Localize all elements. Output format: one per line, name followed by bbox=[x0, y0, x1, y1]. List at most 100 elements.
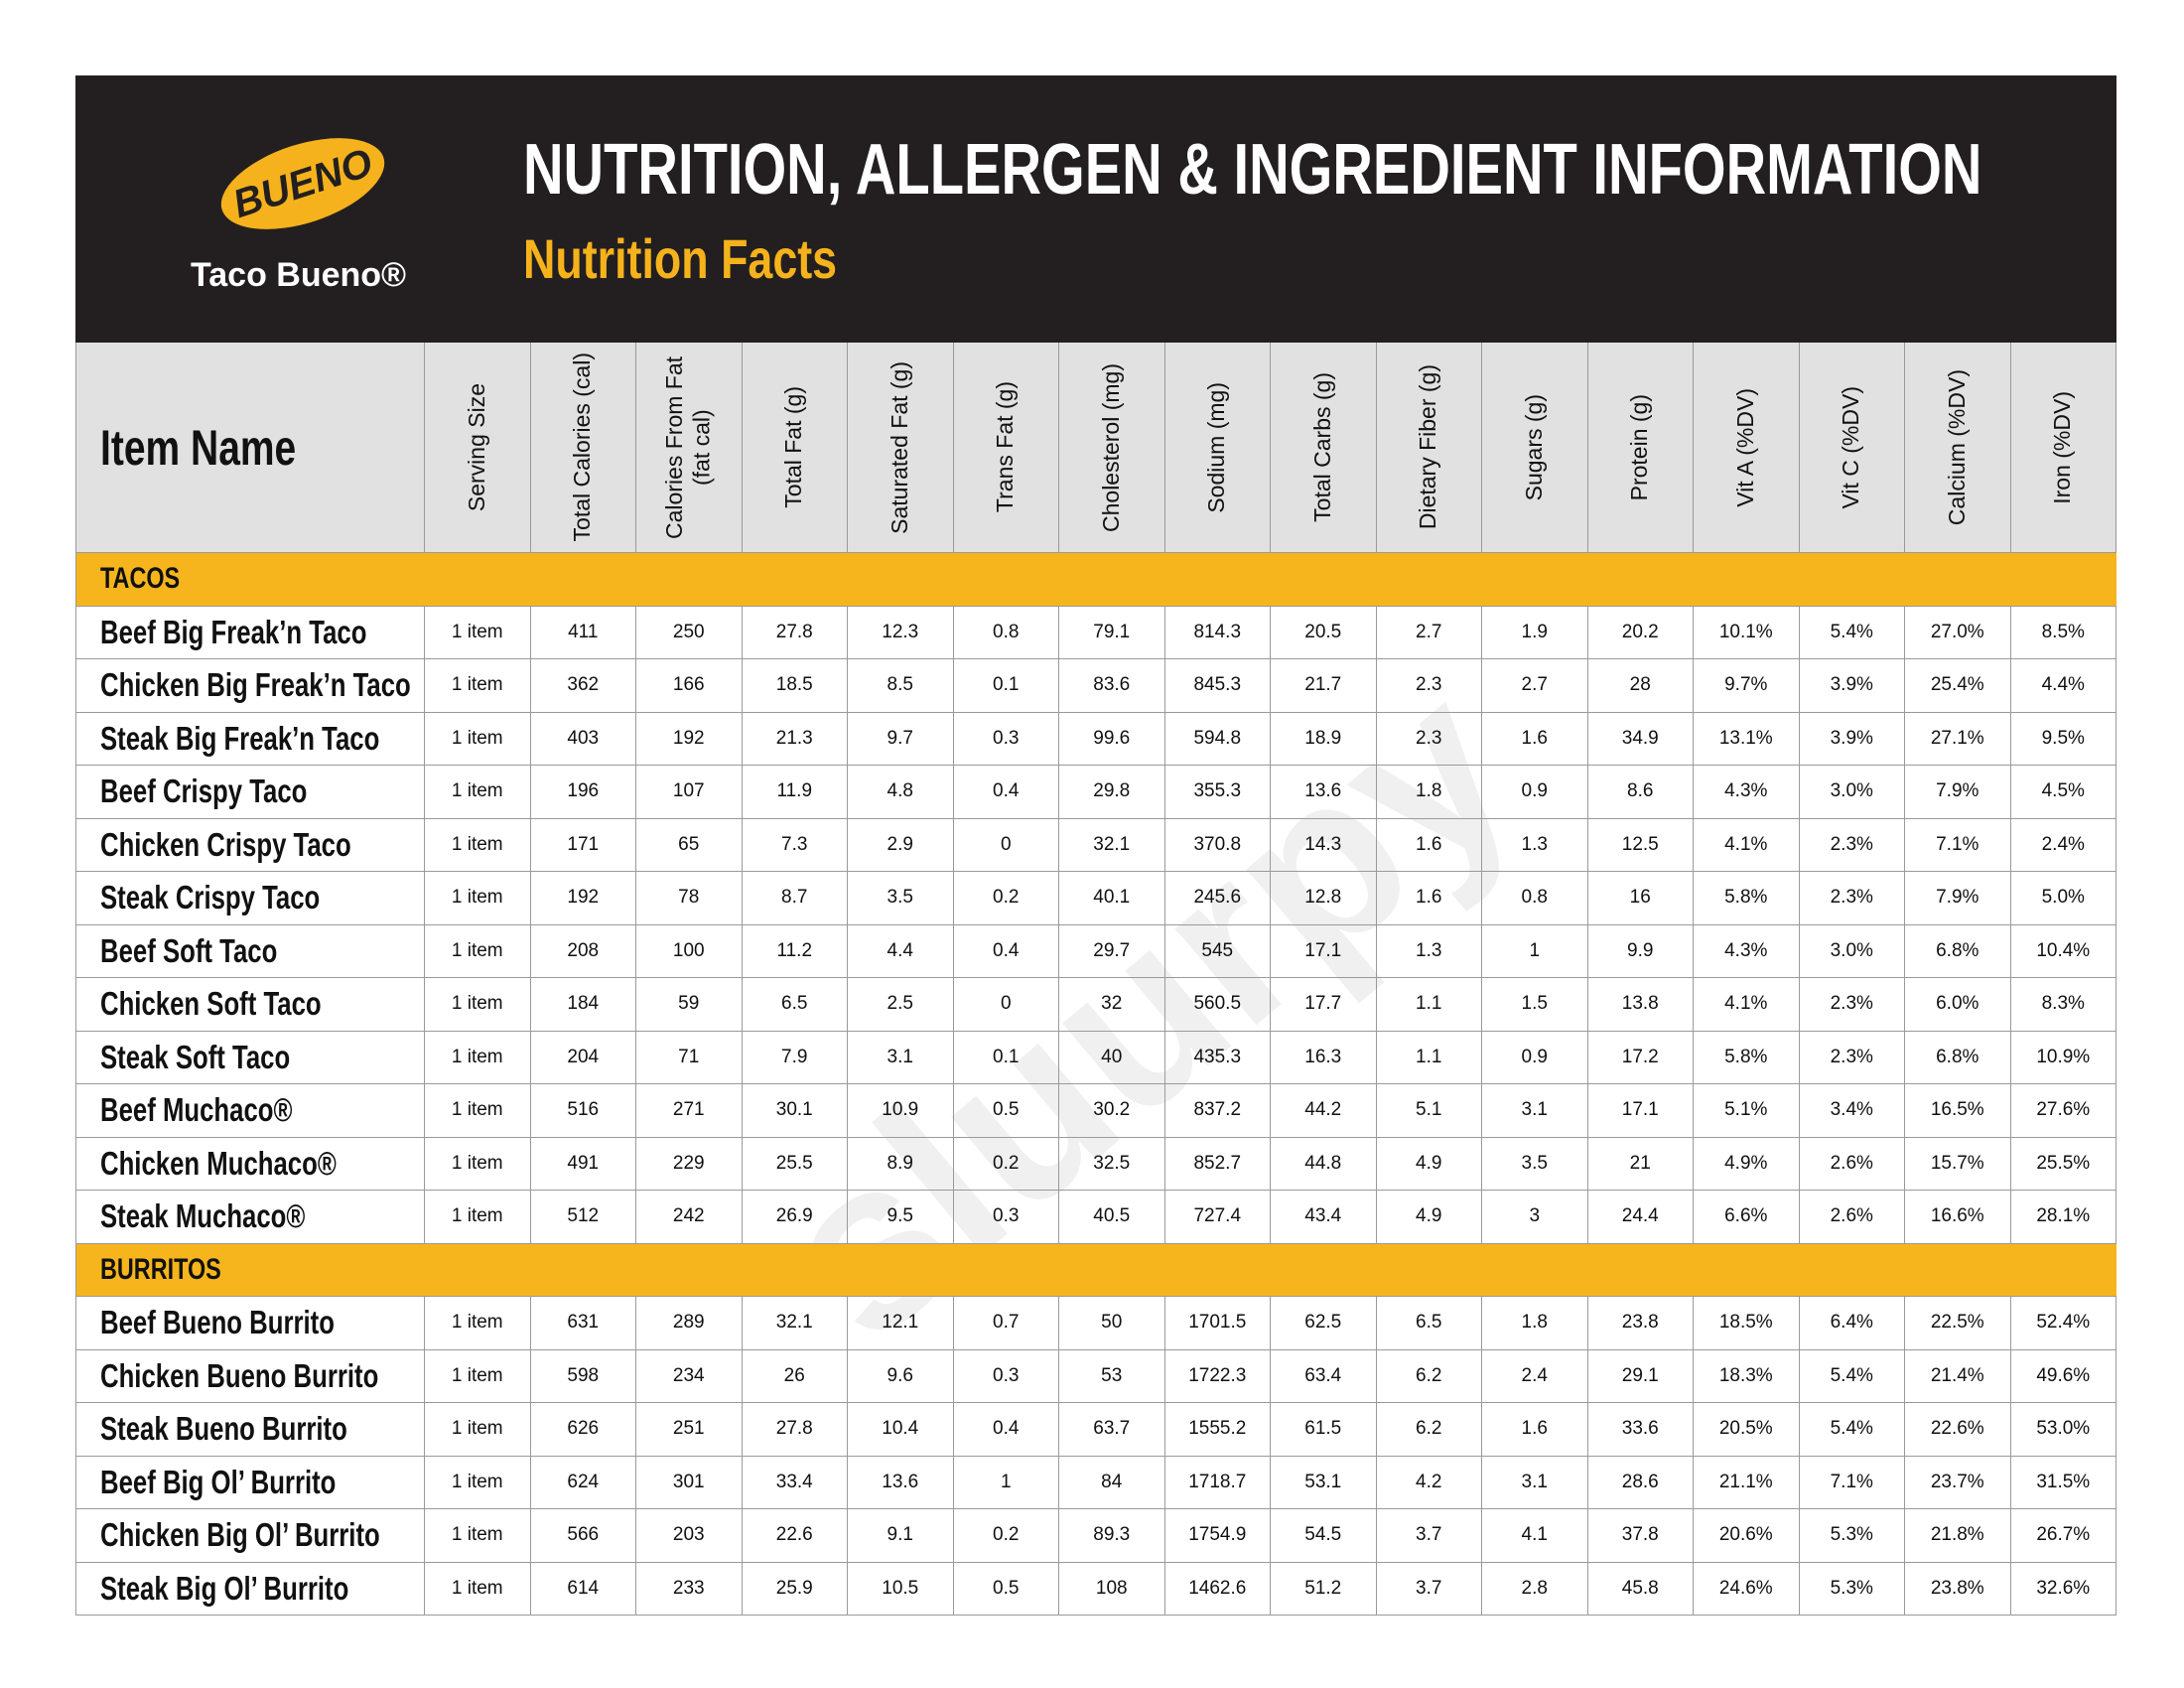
item-name: Steak Big Freak’n Taco bbox=[100, 719, 380, 757]
value-cell: 27.6% bbox=[2010, 1084, 2116, 1138]
value: 7.1% bbox=[1936, 833, 1979, 855]
value-cell: 6.2 bbox=[1376, 1403, 1482, 1457]
value: 9.7 bbox=[887, 727, 913, 749]
value: 1 item bbox=[451, 1418, 503, 1440]
value-cell: 20.5% bbox=[1694, 1403, 1800, 1457]
column-header: Sugars (g) bbox=[1482, 343, 1588, 553]
value-cell: 0.4 bbox=[953, 766, 1059, 819]
value: 1.8 bbox=[1416, 780, 1442, 802]
value-cell: 5.3% bbox=[1799, 1509, 1905, 1563]
value: 4.5% bbox=[2041, 780, 2085, 802]
value-cell: 598 bbox=[530, 1349, 636, 1403]
value: 21.4% bbox=[1930, 1364, 1984, 1386]
value-cell: 0.2 bbox=[953, 872, 1059, 925]
value-cell: 32.1 bbox=[1059, 818, 1165, 872]
value-cell: 16.6% bbox=[1905, 1191, 2011, 1244]
value-cell: 24.4 bbox=[1587, 1191, 1694, 1244]
value: 65 bbox=[678, 833, 700, 855]
item-name-cell: Beef Big Freak’n Taco bbox=[75, 606, 425, 659]
value: 2.6% bbox=[1830, 1205, 1873, 1227]
value: 1718.7 bbox=[1188, 1471, 1247, 1492]
value-cell: 852.7 bbox=[1164, 1137, 1271, 1191]
value: 10.1% bbox=[1718, 621, 1773, 642]
value: 289 bbox=[672, 1312, 705, 1334]
item-name-cell: Beef Muchaco® bbox=[75, 1084, 425, 1138]
value-cell: 61.5 bbox=[1271, 1403, 1377, 1457]
value-cell: 10.5 bbox=[848, 1562, 954, 1616]
value: 594.8 bbox=[1193, 727, 1242, 749]
value-cell: 3.1 bbox=[848, 1031, 954, 1084]
value: 6.0% bbox=[1936, 993, 1979, 1015]
value-cell: 37.8 bbox=[1587, 1509, 1694, 1563]
value-cell: 3.5 bbox=[1482, 1137, 1588, 1191]
value-cell: 1 item bbox=[425, 872, 531, 925]
value-cell: 49.6% bbox=[2010, 1349, 2116, 1403]
column-header: Vit A (%DV) bbox=[1694, 343, 1800, 553]
item-name-cell: Chicken Crispy Taco bbox=[75, 818, 425, 872]
value-cell: 40 bbox=[1059, 1031, 1165, 1084]
value: 22.6% bbox=[1930, 1418, 1984, 1440]
value-cell: 21.1% bbox=[1694, 1456, 1800, 1509]
section-header: TACOS bbox=[75, 553, 2116, 607]
value: 6.2 bbox=[1416, 1364, 1442, 1386]
value: 44.2 bbox=[1304, 1099, 1342, 1121]
value-cell: 491 bbox=[530, 1137, 636, 1191]
value-cell: 4.3% bbox=[1694, 766, 1800, 819]
value-cell: 17.1 bbox=[1271, 924, 1377, 978]
value-cell: 6.2 bbox=[1376, 1349, 1482, 1403]
value: 403 bbox=[567, 727, 600, 749]
value: 370.8 bbox=[1193, 833, 1242, 855]
value-cell: 5.8% bbox=[1694, 1031, 1800, 1084]
value-cell: 5.1 bbox=[1376, 1084, 1482, 1138]
value-cell: 0.9 bbox=[1482, 1031, 1588, 1084]
value: 27.8 bbox=[775, 1418, 813, 1440]
value: 5.8% bbox=[1724, 1046, 1768, 1067]
value-cell: 26.7% bbox=[2010, 1509, 2116, 1563]
value: 33.4 bbox=[775, 1471, 813, 1492]
value: 10.9% bbox=[2036, 1046, 2091, 1067]
value: 21.8% bbox=[1930, 1524, 1984, 1546]
value-cell: 22.6 bbox=[742, 1509, 848, 1563]
value: 53 bbox=[1101, 1364, 1123, 1386]
value: 83.6 bbox=[1093, 674, 1131, 696]
value: 5.4% bbox=[1830, 1364, 1873, 1386]
value-cell: 196 bbox=[530, 766, 636, 819]
value: 13.6 bbox=[882, 1471, 919, 1492]
value: 0.8 bbox=[1521, 887, 1548, 909]
value: 3.7 bbox=[1416, 1577, 1442, 1599]
value: 355.3 bbox=[1193, 780, 1242, 802]
value-cell: 3.7 bbox=[1376, 1509, 1482, 1563]
section-title: BURRITOS bbox=[100, 1252, 221, 1286]
value-cell: 23.8% bbox=[1905, 1562, 2011, 1616]
value: 107 bbox=[672, 780, 705, 802]
value: 23.8 bbox=[1621, 1312, 1659, 1334]
value: 3.9% bbox=[1830, 727, 1873, 749]
section-header: BURRITOS bbox=[75, 1243, 2116, 1297]
value: 6.2 bbox=[1416, 1418, 1442, 1440]
value-cell: 26.9 bbox=[742, 1191, 848, 1244]
value-cell: 1 item bbox=[425, 1403, 531, 1457]
value-cell: 65 bbox=[636, 818, 743, 872]
item-name: Steak Big Ol’ Burrito bbox=[100, 1569, 349, 1607]
value: 24.4 bbox=[1621, 1205, 1659, 1227]
value-cell: 6.0% bbox=[1905, 978, 2011, 1032]
value: 6.6% bbox=[1724, 1205, 1768, 1227]
value: 16 bbox=[1629, 887, 1651, 909]
item-name-cell: Steak Crispy Taco bbox=[75, 872, 425, 925]
value-cell: 18.3% bbox=[1694, 1349, 1800, 1403]
value: 0.1 bbox=[993, 674, 1020, 696]
value: 1.1 bbox=[1416, 993, 1442, 1015]
value-cell: 9.9 bbox=[1587, 924, 1694, 978]
value-cell: 25.5% bbox=[2010, 1137, 2116, 1191]
value: 3 bbox=[1529, 1205, 1541, 1227]
value-cell: 3.9% bbox=[1799, 659, 1905, 713]
value: 271 bbox=[672, 1099, 705, 1121]
value: 614 bbox=[567, 1577, 600, 1599]
value: 2.9 bbox=[887, 833, 913, 855]
value-cell: 24.6% bbox=[1694, 1562, 1800, 1616]
value: 44.8 bbox=[1304, 1152, 1342, 1174]
value-cell: 78 bbox=[636, 872, 743, 925]
value-cell: 594.8 bbox=[1164, 712, 1271, 766]
value-cell: 9.5% bbox=[2010, 712, 2116, 766]
value-cell: 7.9 bbox=[742, 1031, 848, 1084]
